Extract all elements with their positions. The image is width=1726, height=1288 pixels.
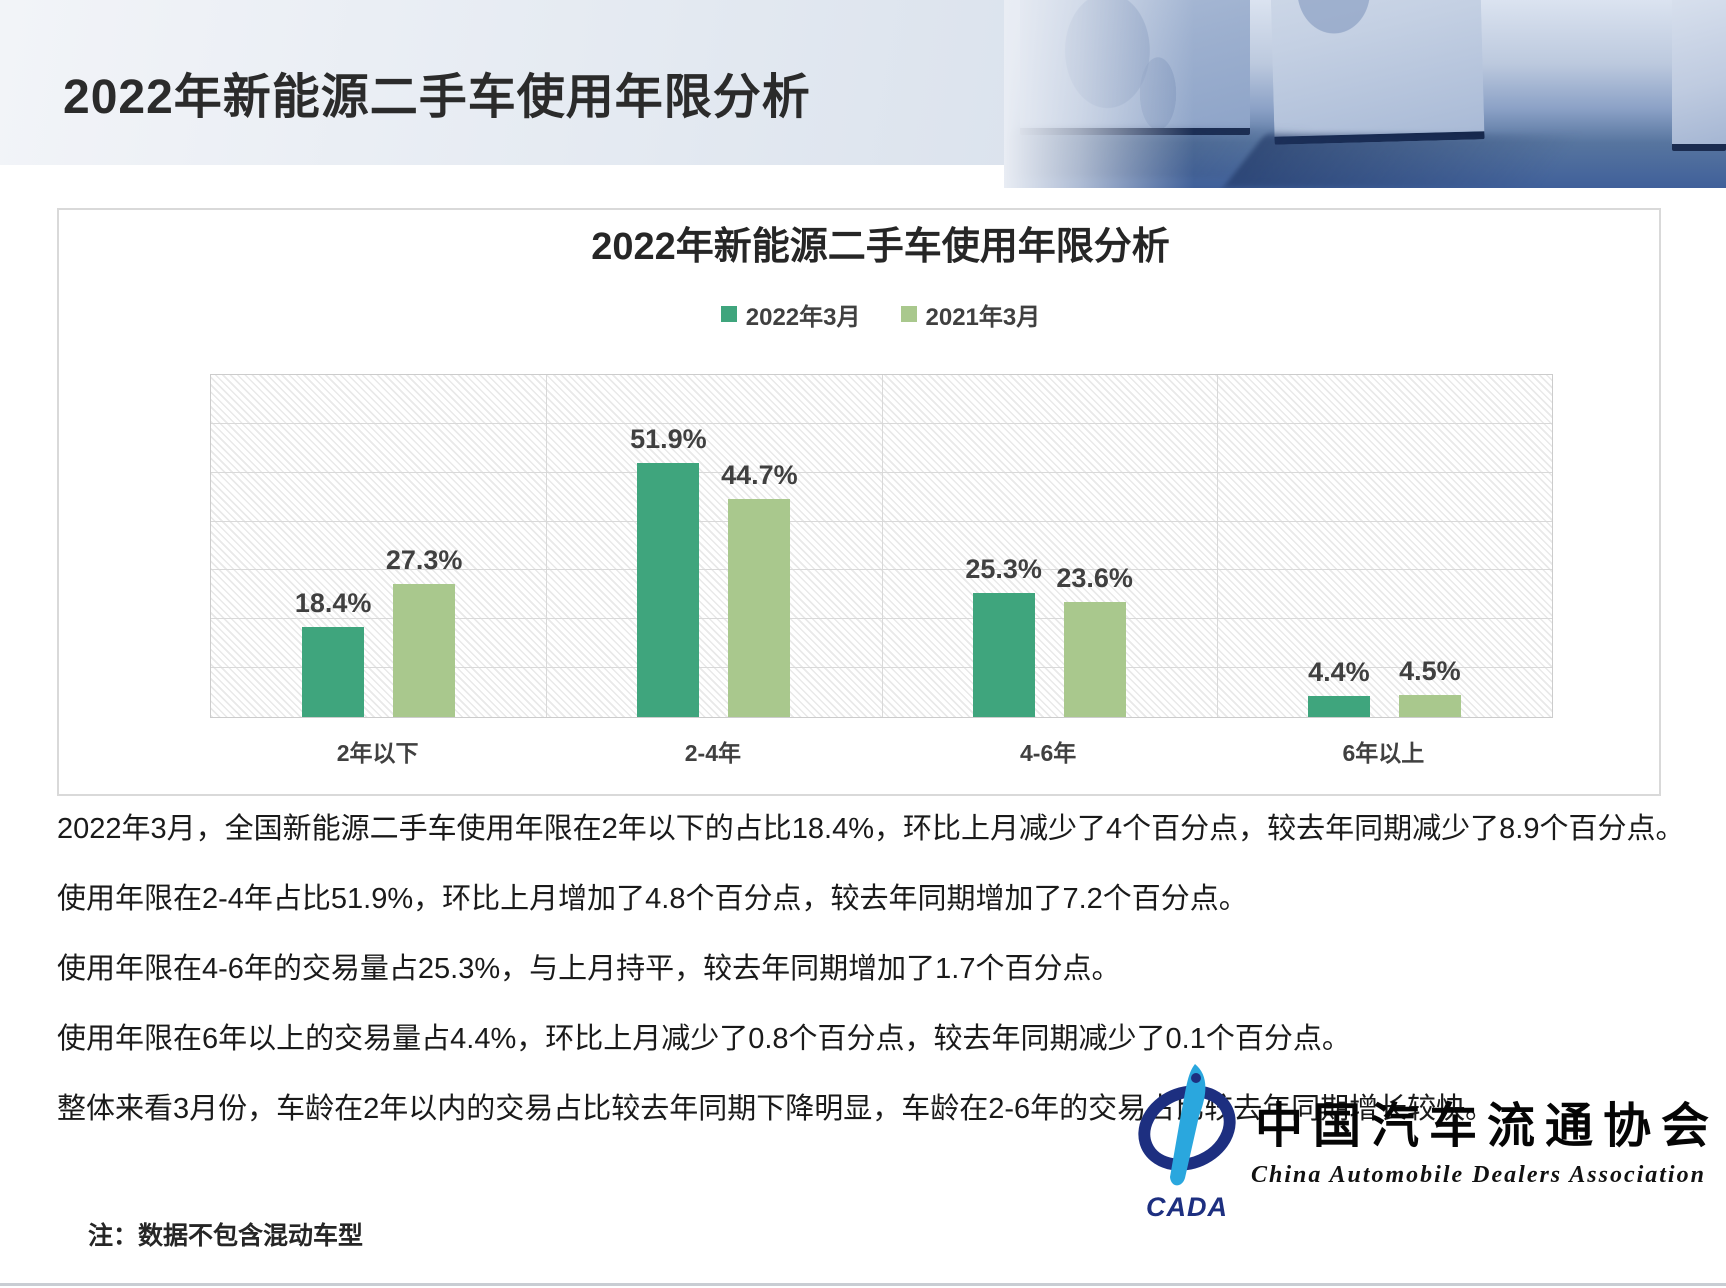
bar-2021年3月-4-6年 xyxy=(1063,601,1126,717)
bottom-divider xyxy=(0,1283,1726,1286)
analysis-text: 2022年3月，全国新能源二手车使用年限在2年以下的占比18.4%，环比上月减少… xyxy=(57,812,1685,1162)
header-band: 2022年新能源二手车使用年限分析 xyxy=(0,0,1726,188)
body-paragraph: 使用年限在6年以上的交易量占4.4%，环比上月减少了0.8个百分点，较去年同期减… xyxy=(57,1023,1351,1055)
footnote: 注：数据不包含混动车型 xyxy=(88,1222,364,1250)
category-axis: 2年以下 2-4年 4-6年 6年以上 xyxy=(210,734,1551,768)
category-label-6年以上: 6年以上 xyxy=(1342,740,1425,766)
cada-logo-icon xyxy=(1138,1064,1236,1186)
legend-label-2021: 2021年3月 xyxy=(925,303,1041,331)
legend-item-2021: 2021年3月 xyxy=(900,297,1041,332)
bar-value-label: 25.3% xyxy=(965,554,1042,585)
cube-image-middle xyxy=(1269,0,1485,145)
cada-acronym: CADA xyxy=(1146,1192,1228,1222)
cube-image-right xyxy=(1672,0,1726,151)
association-name-en: China Automobile Dealers Association xyxy=(1251,1162,1706,1188)
bar-value-label: 44.7% xyxy=(721,459,798,490)
bar-2022年3月-2-4年 xyxy=(637,463,700,717)
body-paragraph: 2022年3月，全国新能源二手车使用年限在2年以下的占比18.4%，环比上月减少… xyxy=(57,813,1685,845)
bar-2022年3月-2年以下 xyxy=(302,627,365,717)
bar-value-label: 18.4% xyxy=(294,588,372,619)
bar-value-label: 4.5% xyxy=(1399,656,1461,687)
association-name-cn: 中国汽车流通协会 xyxy=(1255,1100,1720,1153)
bar-2021年3月-2-4年 xyxy=(728,498,791,717)
legend-label-2022: 2022年3月 xyxy=(745,303,861,331)
bar-value-label: 4.4% xyxy=(1308,656,1370,687)
cada-logo: CADA 中国汽车流通协会 China Automobile Dealers A… xyxy=(1133,1060,1713,1235)
legend-swatch-2021 xyxy=(900,306,917,322)
bar-2022年3月-6年以上 xyxy=(1307,695,1370,717)
bar-value-label: 23.6% xyxy=(1056,562,1133,593)
legend-item-2022: 2022年3月 xyxy=(720,297,861,332)
page-title: 2022年新能源二手车使用年限分析 xyxy=(63,71,811,124)
category-label-4-6年: 4-6年 xyxy=(1020,740,1077,766)
category-separator xyxy=(546,375,548,717)
bar-value-label: 27.3% xyxy=(385,544,463,575)
chart-card: 2022年新能源二手车使用年限分析 2022年3月 2021年3月 18.4% 2… xyxy=(57,208,1661,796)
chart-legend: 2022年3月 2021年3月 xyxy=(210,300,1551,331)
bar-2021年3月-6年以上 xyxy=(1398,695,1461,717)
bar-2021年3月-2年以下 xyxy=(393,583,456,717)
category-label-2年以下: 2年以下 xyxy=(336,740,419,766)
plot-area: 18.4% 27.3% 51.9% 44.7% 25.3% 23.6% 4.4% 4.5% xyxy=(210,374,1553,718)
cube-shadow xyxy=(1222,134,1586,188)
category-separator xyxy=(881,375,883,717)
bar-value-label: 51.9% xyxy=(630,424,707,455)
body-paragraph: 使用年限在4-6年的交易量占25.3%，与上月持平，较去年同期增加了1.7个百分… xyxy=(57,953,1121,985)
chart-title: 2022年新能源二手车使用年限分析 xyxy=(591,226,1170,268)
bar-2022年3月-4-6年 xyxy=(972,593,1035,717)
body-paragraph: 使用年限在2-4年占比51.9%，环比上月增加了4.8个百分点，较去年同期增加了… xyxy=(57,883,1248,915)
category-label-2-4年: 2-4年 xyxy=(684,740,741,766)
body-paragraph: 整体来看3月份，车龄在2年以内的交易占比较去年同期下降明显，车龄在2-6年的交易… xyxy=(57,1093,1495,1125)
category-separator xyxy=(1216,375,1218,717)
photo-fade xyxy=(1004,0,1194,188)
legend-swatch-2022 xyxy=(720,306,737,322)
cubes-photo xyxy=(1004,0,1726,188)
